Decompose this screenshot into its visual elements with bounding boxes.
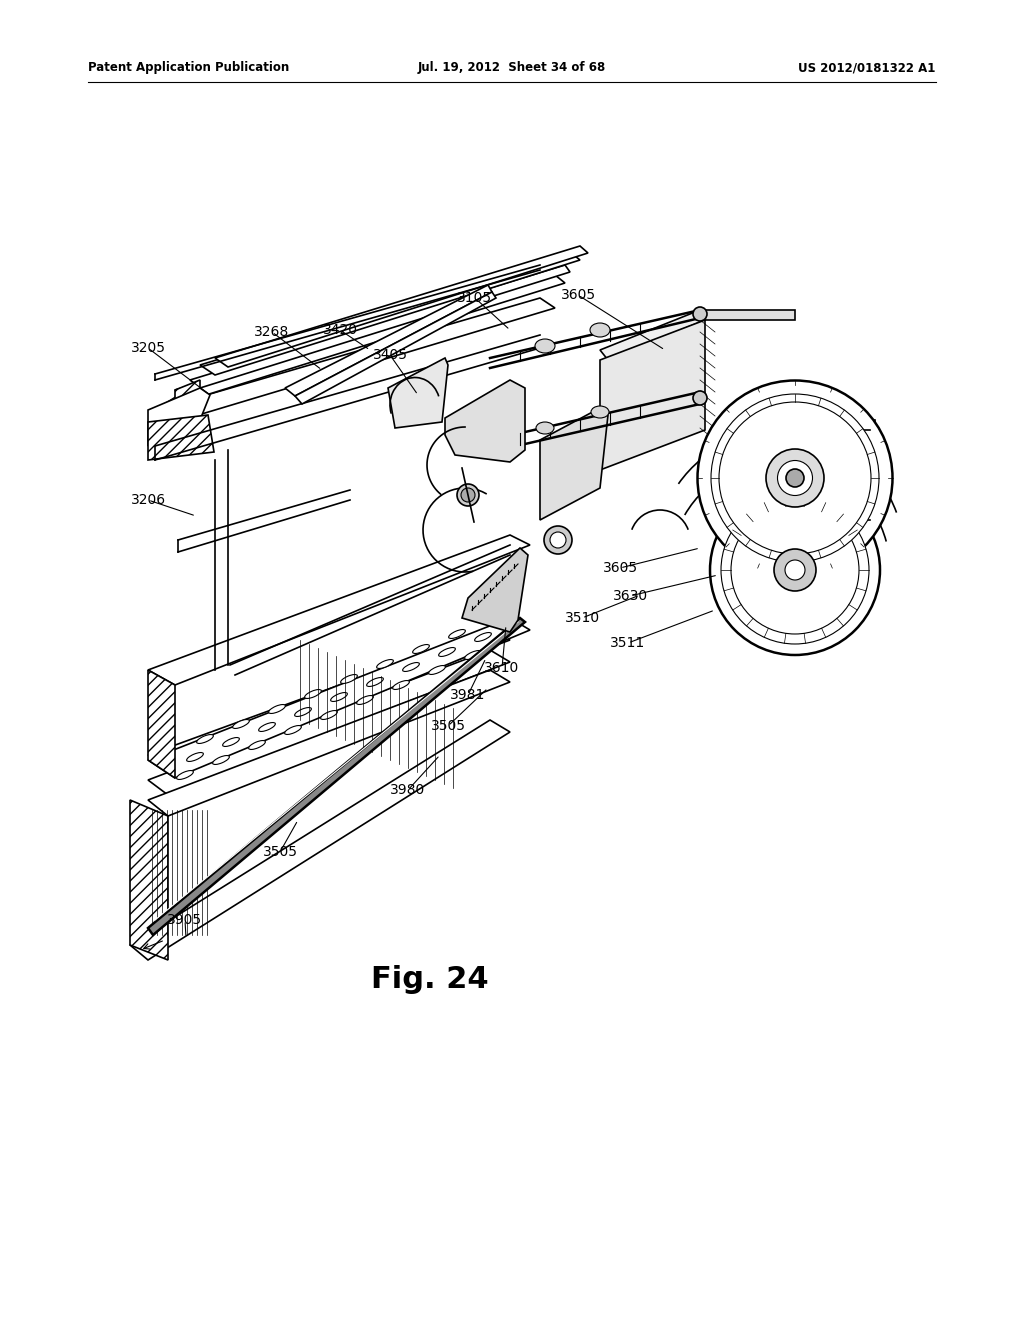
Text: Fig. 24: Fig. 24 <box>371 965 488 994</box>
Ellipse shape <box>392 681 410 689</box>
Ellipse shape <box>285 726 301 734</box>
Polygon shape <box>148 414 214 459</box>
Ellipse shape <box>774 549 816 591</box>
Ellipse shape <box>550 532 566 548</box>
Ellipse shape <box>197 734 213 743</box>
Ellipse shape <box>484 615 502 623</box>
Ellipse shape <box>535 339 555 352</box>
Polygon shape <box>155 388 190 446</box>
Polygon shape <box>462 548 528 632</box>
Ellipse shape <box>377 660 393 668</box>
Polygon shape <box>540 408 608 520</box>
Ellipse shape <box>719 403 871 554</box>
Text: 3511: 3511 <box>610 636 645 649</box>
Ellipse shape <box>222 738 240 747</box>
Ellipse shape <box>232 719 250 729</box>
Ellipse shape <box>438 648 456 656</box>
Ellipse shape <box>475 632 492 642</box>
Text: 3981: 3981 <box>451 688 485 702</box>
Polygon shape <box>148 649 510 795</box>
Ellipse shape <box>731 506 859 634</box>
Text: 3420: 3420 <box>323 323 357 337</box>
Polygon shape <box>600 319 705 470</box>
Text: 3980: 3980 <box>390 783 426 797</box>
Ellipse shape <box>413 644 429 653</box>
Ellipse shape <box>711 393 879 562</box>
Ellipse shape <box>777 461 812 495</box>
Text: Jul. 19, 2012  Sheet 34 of 68: Jul. 19, 2012 Sheet 34 of 68 <box>418 62 606 74</box>
Ellipse shape <box>457 484 479 506</box>
Ellipse shape <box>429 665 445 675</box>
Ellipse shape <box>341 675 357 684</box>
Ellipse shape <box>590 323 610 337</box>
Text: 3605: 3605 <box>560 288 596 302</box>
Ellipse shape <box>536 422 554 434</box>
Ellipse shape <box>449 630 465 639</box>
Text: 3268: 3268 <box>254 325 290 339</box>
Polygon shape <box>148 388 210 446</box>
Ellipse shape <box>321 710 337 719</box>
Ellipse shape <box>786 469 804 487</box>
Ellipse shape <box>591 407 609 418</box>
Polygon shape <box>842 430 860 520</box>
Polygon shape <box>148 671 175 777</box>
Polygon shape <box>388 358 449 428</box>
Ellipse shape <box>697 380 893 576</box>
Polygon shape <box>200 252 580 375</box>
Text: 3505: 3505 <box>430 719 466 733</box>
Ellipse shape <box>693 391 707 405</box>
Ellipse shape <box>785 560 805 579</box>
Ellipse shape <box>465 651 481 660</box>
Text: Patent Application Publication: Patent Application Publication <box>88 62 289 74</box>
Polygon shape <box>155 298 555 422</box>
Ellipse shape <box>304 689 322 698</box>
Polygon shape <box>295 292 496 404</box>
Polygon shape <box>285 285 492 396</box>
Ellipse shape <box>402 663 420 672</box>
Polygon shape <box>855 420 874 525</box>
Text: 3505: 3505 <box>262 845 298 859</box>
Ellipse shape <box>295 708 311 717</box>
Polygon shape <box>130 719 510 960</box>
Polygon shape <box>148 535 530 685</box>
Ellipse shape <box>249 741 265 750</box>
Polygon shape <box>148 671 510 816</box>
Polygon shape <box>845 418 862 528</box>
Ellipse shape <box>331 693 347 701</box>
Polygon shape <box>175 380 200 425</box>
Text: 3206: 3206 <box>130 492 166 507</box>
Ellipse shape <box>721 496 869 644</box>
Ellipse shape <box>693 308 707 321</box>
Text: 3105: 3105 <box>458 290 493 305</box>
Text: 3610: 3610 <box>484 661 519 675</box>
Ellipse shape <box>268 705 286 714</box>
Text: 3405: 3405 <box>373 348 408 362</box>
Polygon shape <box>600 310 705 360</box>
Polygon shape <box>148 618 525 935</box>
Ellipse shape <box>259 722 275 731</box>
Text: 3605: 3605 <box>602 561 638 576</box>
Ellipse shape <box>710 484 880 655</box>
Polygon shape <box>445 380 525 462</box>
Ellipse shape <box>176 771 194 780</box>
Ellipse shape <box>186 752 204 762</box>
Text: 3905: 3905 <box>168 913 203 927</box>
Ellipse shape <box>367 677 383 686</box>
Polygon shape <box>148 630 510 770</box>
Polygon shape <box>148 618 530 777</box>
Ellipse shape <box>544 525 572 554</box>
Text: 3630: 3630 <box>612 589 647 603</box>
Polygon shape <box>700 310 795 319</box>
Polygon shape <box>130 800 168 960</box>
Ellipse shape <box>766 449 824 507</box>
Text: 3510: 3510 <box>564 611 600 624</box>
Polygon shape <box>175 275 565 400</box>
Ellipse shape <box>356 696 374 705</box>
Text: US 2012/0181322 A1: US 2012/0181322 A1 <box>798 62 935 74</box>
Ellipse shape <box>213 755 229 764</box>
Text: 3205: 3205 <box>130 341 166 355</box>
Polygon shape <box>190 265 570 388</box>
Polygon shape <box>215 246 588 367</box>
Ellipse shape <box>461 488 475 502</box>
